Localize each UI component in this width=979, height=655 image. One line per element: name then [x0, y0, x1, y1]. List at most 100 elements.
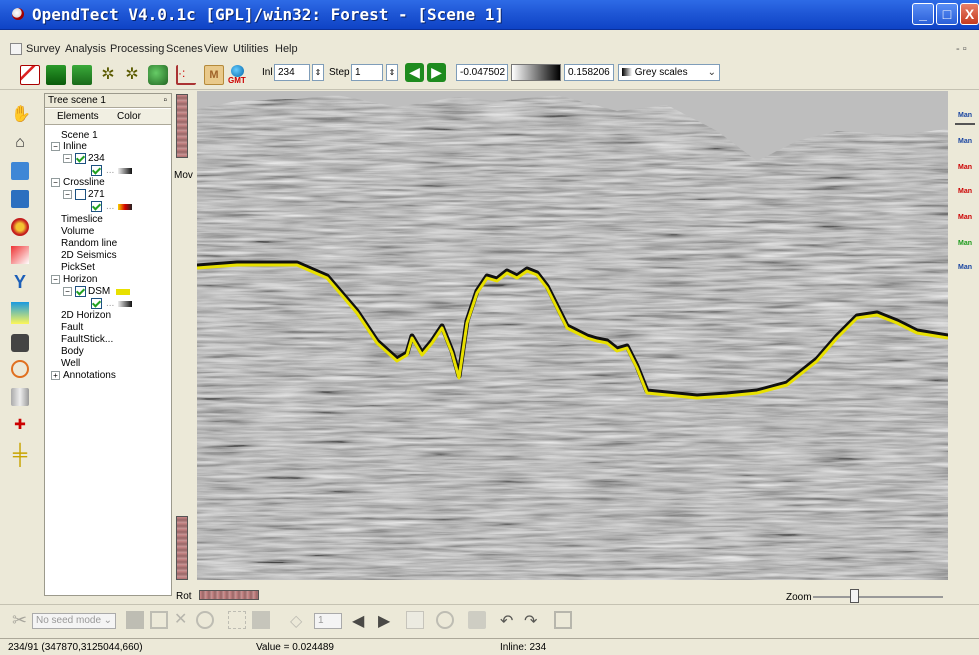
- compass-icon[interactable]: ✚: [14, 416, 26, 432]
- bottom-trash-icon[interactable]: [468, 611, 486, 629]
- colortable-select[interactable]: Grey scales ⌄: [618, 64, 720, 81]
- tree-item-horizon-attrib[interactable]: ...: [91, 298, 133, 309]
- seed-mode-select[interactable]: No seed mode ⌄: [32, 613, 116, 629]
- manage-pickset-icon[interactable]: Man: [958, 214, 972, 221]
- view-all-icon[interactable]: [11, 162, 29, 180]
- close-button[interactable]: X: [960, 3, 979, 25]
- polygon-icon[interactable]: [196, 611, 214, 629]
- tree-item-well[interactable]: Well: [61, 358, 81, 369]
- tree-item-inline[interactable]: − Inline: [51, 141, 87, 152]
- inline-number-input[interactable]: 234: [274, 64, 310, 81]
- sun-icon[interactable]: ✲: [125, 66, 139, 83]
- checkbox-horizon-dsm[interactable]: [75, 286, 86, 297]
- 3d-viewer[interactable]: [197, 91, 948, 580]
- scissors-icon[interactable]: ✂: [12, 610, 28, 630]
- horizontal-rot-thumbwheel[interactable]: [199, 590, 259, 600]
- mdi-controls[interactable]: - ▫: [956, 43, 967, 55]
- seed-icon[interactable]: [126, 611, 144, 629]
- tree-item-scene[interactable]: Scene 1: [61, 130, 98, 141]
- prev-arrow-icon[interactable]: ◀: [405, 63, 424, 82]
- checkbox-inline-attrib[interactable]: [91, 165, 102, 176]
- colorbar[interactable]: [511, 64, 561, 81]
- axis-icon[interactable]: Y: [13, 272, 26, 292]
- step-spinner[interactable]: ⇕: [386, 64, 398, 81]
- menu-survey[interactable]: Survey: [26, 43, 61, 55]
- tree-item-fault[interactable]: Fault: [61, 322, 84, 333]
- tree-item-crossline-271[interactable]: −271: [63, 189, 105, 200]
- manage-wavelet-icon[interactable]: Man: [958, 240, 972, 247]
- select-icon[interactable]: [228, 611, 246, 629]
- survey-icon[interactable]: [20, 65, 40, 85]
- step-input[interactable]: 1: [351, 64, 383, 81]
- tree-item-volume[interactable]: Volume: [61, 226, 95, 237]
- tree-item-2d-seismics[interactable]: 2D Seismics: [61, 250, 117, 261]
- minimize-button[interactable]: _: [912, 3, 934, 25]
- menu-scenes[interactable]: Scenes: [166, 43, 203, 55]
- menu-processing[interactable]: Processing: [110, 43, 165, 55]
- fault-icon[interactable]: [148, 65, 168, 85]
- manage-attributes-icon[interactable]: Man: [958, 264, 972, 271]
- tree-item-inline-attrib[interactable]: ...: [91, 165, 133, 176]
- volume-proc-icon[interactable]: ✲: [101, 66, 115, 83]
- maximize-button[interactable]: □: [936, 3, 958, 25]
- move-left-icon[interactable]: ◀: [352, 613, 365, 630]
- slice-icon[interactable]: ◇: [290, 613, 303, 630]
- home-icon[interactable]: ⌂: [15, 134, 25, 151]
- manage-well-icon[interactable]: Man: [958, 188, 972, 195]
- tree-item-randomline[interactable]: Random line: [61, 238, 118, 249]
- crossplot-icon[interactable]: ·:: [176, 65, 196, 85]
- manage-surface-icon[interactable]: Man: [955, 101, 975, 125]
- track-icon[interactable]: [150, 611, 168, 629]
- tree-item-horizon-dsm[interactable]: − DSM: [63, 286, 131, 297]
- retrack-icon[interactable]: ✕: [174, 611, 188, 628]
- checkbox-horizon-attrib[interactable]: [91, 298, 102, 309]
- menu-view[interactable]: View: [204, 43, 228, 55]
- clip-max-input[interactable]: 0.158206: [564, 64, 614, 81]
- cross-section-icon[interactable]: ╪: [12, 444, 28, 466]
- undo-icon[interactable]: ↶: [500, 613, 514, 630]
- move-right-icon[interactable]: ▶: [378, 613, 391, 630]
- tree-item-faultstick[interactable]: FaultStick...: [61, 334, 114, 345]
- mov-thumbwheel[interactable]: [176, 94, 188, 158]
- menu-utilities[interactable]: Utilities: [233, 43, 269, 55]
- mapping-icon[interactable]: M: [204, 65, 224, 85]
- float-icon[interactable]: ▫: [163, 95, 167, 106]
- clip-min-input[interactable]: -0.047502: [456, 64, 508, 81]
- save-icon[interactable]: [554, 611, 572, 629]
- tree-item-annotations[interactable]: + Annotations: [51, 370, 116, 381]
- checkbox-inline-234[interactable]: [75, 153, 86, 164]
- trash-icon[interactable]: [11, 388, 29, 406]
- camera-icon[interactable]: [11, 334, 29, 352]
- next-arrow-icon[interactable]: ▶: [427, 63, 446, 82]
- tree-item-crossline-attrib[interactable]: ...: [91, 201, 133, 212]
- checkbox-crossline-attrib[interactable]: [91, 201, 102, 212]
- attrib-3d-icon[interactable]: [72, 65, 92, 85]
- vertical-rot-thumbwheel[interactable]: [176, 516, 188, 580]
- inline-spinner[interactable]: ⇕: [312, 64, 324, 81]
- tree-item-inline-234[interactable]: −234: [63, 153, 105, 164]
- seismic-section[interactable]: [197, 91, 948, 580]
- mdi-doc-icon[interactable]: [10, 43, 22, 55]
- tree-item-crossline[interactable]: − Crossline: [51, 177, 105, 188]
- tree-item-horizon[interactable]: − Horizon: [51, 274, 97, 285]
- gmt-icon[interactable]: GMT: [228, 65, 248, 85]
- clock-icon[interactable]: [11, 360, 29, 378]
- eye-icon[interactable]: [11, 190, 29, 208]
- col-color[interactable]: Color: [117, 111, 141, 122]
- redo-icon[interactable]: ↷: [524, 613, 538, 630]
- checkbox-crossline-271[interactable]: [75, 189, 86, 200]
- manage-body-icon[interactable]: Man: [958, 138, 972, 145]
- zoom-slider-track[interactable]: [813, 596, 943, 598]
- step-spin-input[interactable]: 1: [314, 613, 342, 629]
- timer-icon[interactable]: [436, 611, 454, 629]
- attrib-icon[interactable]: [46, 65, 66, 85]
- tree-item-2d-horizon[interactable]: 2D Horizon: [61, 310, 112, 321]
- tree-item-body[interactable]: Body: [61, 346, 84, 357]
- tree-item-pickset[interactable]: PickSet: [61, 262, 95, 273]
- color-bar-icon[interactable]: [11, 302, 29, 324]
- menu-help[interactable]: Help: [275, 43, 298, 55]
- col-elements[interactable]: Elements: [57, 111, 99, 122]
- app-icon[interactable]: [12, 8, 24, 20]
- hand-icon[interactable]: ✋: [11, 106, 31, 123]
- menu-analysis[interactable]: Analysis: [65, 43, 106, 55]
